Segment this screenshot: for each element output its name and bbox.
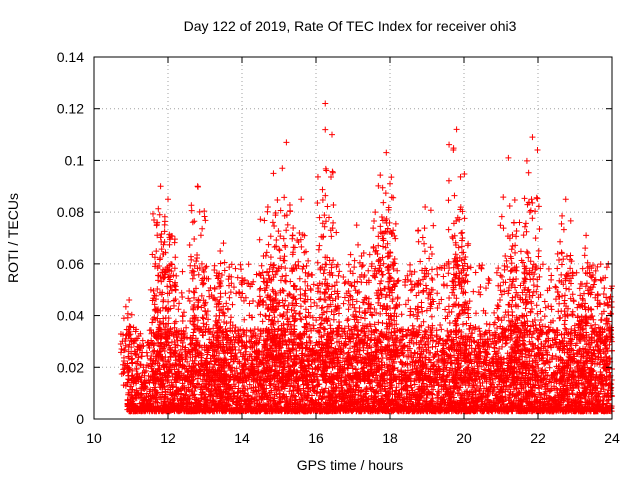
data-point	[130, 340, 137, 347]
data-point	[138, 391, 145, 398]
data-point	[273, 391, 280, 398]
data-point	[181, 382, 188, 389]
data-point	[195, 381, 202, 388]
data-point	[216, 350, 223, 357]
data-point	[154, 399, 161, 406]
data-point	[143, 367, 150, 374]
data-point	[201, 390, 208, 397]
data-point	[240, 389, 247, 396]
data-point	[137, 361, 144, 368]
data-point	[247, 328, 254, 335]
data-point	[535, 336, 542, 343]
data-point	[444, 327, 451, 334]
data-point	[277, 399, 284, 406]
data-point	[170, 383, 177, 390]
data-point	[198, 352, 205, 359]
data-point	[252, 394, 259, 401]
data-point	[546, 364, 553, 371]
data-point	[242, 387, 249, 394]
data-point	[182, 344, 189, 351]
data-point	[241, 383, 248, 390]
data-point	[143, 349, 150, 356]
data-point	[158, 396, 165, 403]
data-point	[206, 336, 213, 343]
data-point	[536, 385, 543, 392]
data-point	[137, 362, 144, 369]
chart-title: Day 122 of 2019, Rate Of TEC Index for r…	[184, 18, 517, 34]
data-point	[237, 326, 244, 333]
data-point	[154, 389, 161, 396]
data-point	[137, 330, 144, 337]
data-point	[249, 396, 256, 403]
data-point	[140, 364, 147, 371]
data-point	[192, 384, 199, 391]
data-point	[151, 347, 158, 354]
data-point	[153, 389, 160, 396]
data-point	[271, 395, 278, 402]
data-point	[205, 381, 212, 388]
data-point	[133, 351, 140, 358]
data-point	[184, 358, 191, 365]
data-point	[135, 354, 142, 361]
data-point	[503, 340, 510, 347]
data-point	[257, 333, 264, 340]
data-point	[138, 390, 145, 397]
data-point	[218, 392, 225, 399]
data-point	[246, 381, 253, 388]
data-point	[253, 397, 260, 404]
data-point	[204, 396, 211, 403]
data-point	[237, 349, 244, 356]
data-point	[235, 340, 242, 347]
data-point	[192, 346, 199, 353]
data-point	[142, 384, 149, 391]
data-point	[182, 391, 189, 398]
data-point	[255, 387, 262, 394]
data-point	[159, 389, 166, 396]
data-point	[207, 388, 214, 395]
data-point	[245, 392, 252, 399]
data-point	[210, 397, 217, 404]
data-point	[161, 398, 168, 405]
data-point	[203, 384, 210, 391]
data-point	[145, 362, 152, 369]
data-point	[139, 337, 146, 344]
data-point	[280, 363, 287, 370]
data-point	[244, 385, 251, 392]
data-point	[232, 383, 239, 390]
data-point	[174, 337, 181, 344]
data-points	[117, 100, 615, 415]
data-point	[150, 342, 157, 349]
data-point	[143, 361, 150, 368]
data-point	[252, 332, 259, 339]
data-point	[252, 384, 259, 391]
data-point	[196, 400, 203, 407]
data-point	[187, 340, 194, 347]
data-point	[220, 399, 227, 406]
data-point	[277, 398, 284, 405]
data-point	[141, 369, 148, 376]
